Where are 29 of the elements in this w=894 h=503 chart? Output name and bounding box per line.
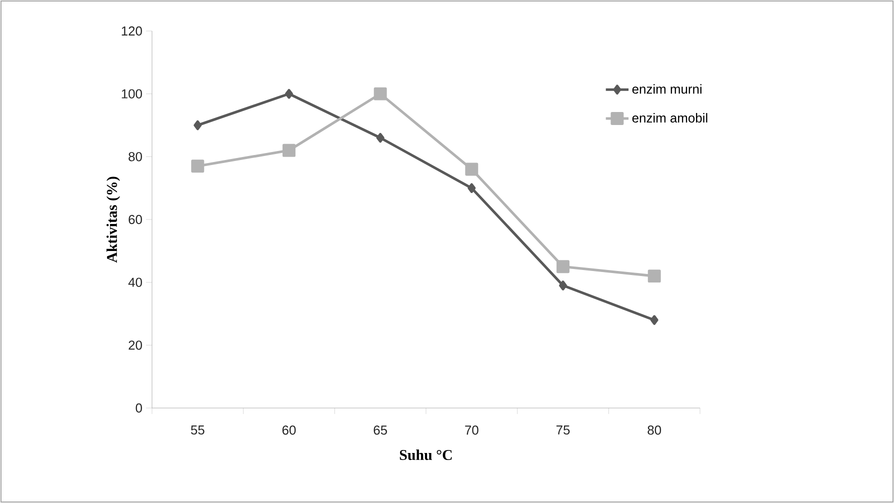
point [376, 132, 384, 143]
x-tick-label: 70 [465, 426, 478, 435]
point [468, 183, 476, 193]
y-tick-label: 120 [122, 26, 142, 36]
y-axis-title: Aktivitas (%) [106, 176, 120, 263]
point [650, 315, 658, 325]
point [374, 87, 387, 100]
x-tick-label: 55 [190, 426, 204, 435]
y-tick-label: 100 [122, 89, 142, 98]
point [648, 270, 661, 283]
x-tick-label: 60 [282, 426, 296, 435]
point [559, 280, 567, 290]
point [194, 120, 202, 130]
y-tick-label: 0 [136, 403, 142, 413]
point [282, 144, 296, 157]
legend-label: enzim murni [632, 84, 702, 94]
legend-label: enzim amobil [632, 113, 708, 123]
point [191, 160, 204, 173]
y-tick-label: 20 [128, 340, 142, 350]
y-tick-label: 40 [128, 278, 142, 287]
point [465, 162, 478, 176]
x-tick-label: 80 [648, 426, 662, 435]
x-tick-label: 75 [556, 426, 570, 435]
x-tick-label: 65 [374, 426, 387, 435]
point [556, 260, 570, 274]
point [285, 88, 293, 99]
y-tick-label: 80 [128, 152, 142, 162]
y-tick-label: 60 [128, 214, 142, 224]
x-axis-title: Suhu °C [400, 450, 452, 460]
